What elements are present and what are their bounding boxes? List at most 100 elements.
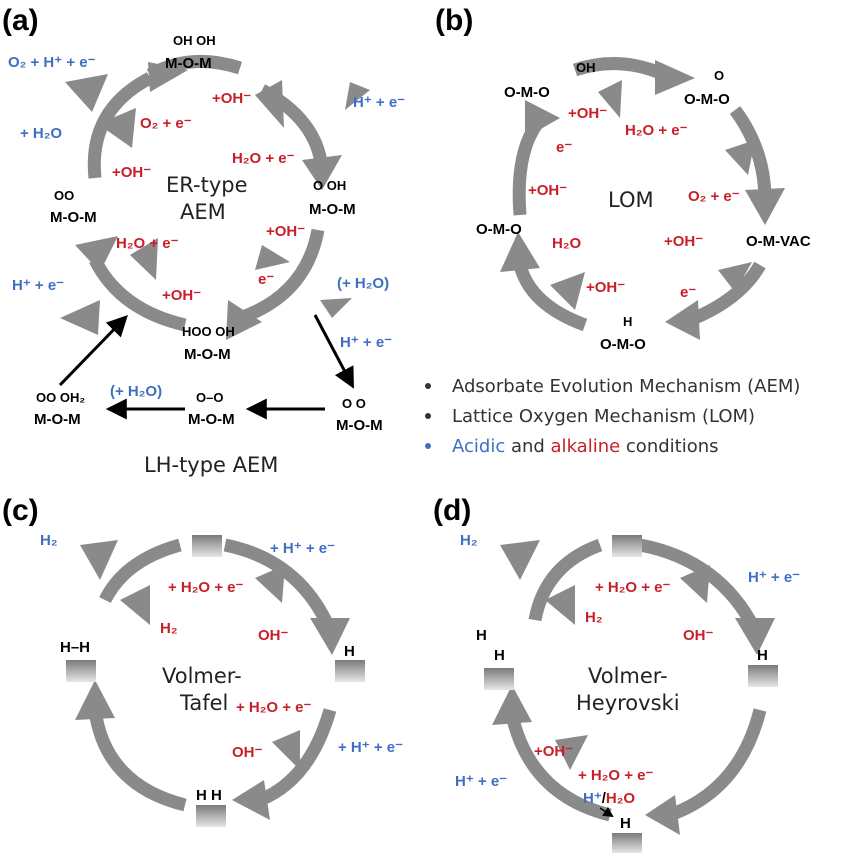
panel-a-left-species: M-O-M xyxy=(50,209,97,226)
panel-a-label-o2-e: O₂ + e⁻ xyxy=(140,115,192,132)
panel-a-label-oh-1: +OH⁻ xyxy=(112,164,151,181)
panel-b-right-top-species-o: O xyxy=(714,68,724,83)
legend-alkaline: alkaline xyxy=(551,436,621,457)
panel-a-lh-left-species: M-O-M xyxy=(34,411,81,428)
panel-d-h2o: H₂O xyxy=(606,790,635,807)
panel-b-label: (b) xyxy=(435,4,473,37)
panel-b-top-species: O-M-O xyxy=(504,84,550,101)
panel-a-label-plus-h2o: + H₂O xyxy=(20,125,62,142)
panel-c-center-line2: Tafel xyxy=(179,691,228,715)
panel-c-site-h-pair: H H xyxy=(196,787,222,804)
panel-a-arrowhead-h2o-e xyxy=(130,238,158,280)
panel-b-arrowhead-h2o-in xyxy=(550,272,585,310)
panel-a-label: (a) xyxy=(2,4,39,37)
panel-b-arrowhead-top xyxy=(655,60,695,95)
panel-a-top-species: M-O-M xyxy=(165,55,212,72)
panel-c-arrowhead-h2-out xyxy=(80,540,118,580)
panel-b-label-oh-2: +OH⁻ xyxy=(528,182,567,199)
panel-a-lh-left-species-top: OO OH₂ xyxy=(36,390,85,405)
panel-c-label-h2: H₂ xyxy=(160,620,178,637)
panel-b-right-top-species: O-M-O xyxy=(684,91,730,108)
panel-d-arrowhead-left xyxy=(492,685,532,725)
panel-a-bottom-species-top: HOO OH xyxy=(182,324,235,339)
panel-d-label-h2: H₂ xyxy=(585,609,603,626)
panel-b-arrowhead-upper-left xyxy=(525,100,560,138)
panel-a-arrowhead-h2o-paren xyxy=(320,298,352,318)
legend-bullet-2 xyxy=(425,413,431,419)
panel-d-arrowhead-h2-out xyxy=(500,540,540,580)
panel-d-arrowhead-bottom xyxy=(645,795,680,835)
legend-acidic: Acidic xyxy=(452,436,505,457)
panel-a-label-oh-top: +OH⁻ xyxy=(212,90,251,107)
panel-d-arrowhead-h2o-in xyxy=(555,735,588,770)
legend-item-conditions: Acidic and alkaline conditions xyxy=(452,436,719,457)
panel-b: (b) OH O-M-O O O-M-O O-M-VAC H O-M-O O-M… xyxy=(435,4,811,353)
legend-item-aem: Adsorbate Evolution Mechanism (AEM) xyxy=(452,376,800,397)
panel-d-arc-bottom-right xyxy=(667,708,767,822)
legend-bullet-1 xyxy=(425,383,431,389)
panel-a-arrowhead-right-top xyxy=(302,155,342,190)
panel-a-arrowhead-left-he xyxy=(75,236,118,272)
panel-c-label-h2-out: H₂ xyxy=(40,532,58,549)
panel-a-label-h-e-top: H⁺ + e⁻ xyxy=(353,94,405,111)
panel-c-site-right xyxy=(335,660,365,682)
panel-c-label: (c) xyxy=(2,494,39,527)
panel-b-arrowhead-left xyxy=(500,232,540,272)
panel-d-label-h-e-left: H⁺ + e⁻ xyxy=(455,773,507,790)
panel-d-label-h2-out: H₂ xyxy=(460,532,478,549)
panel-c-arrowhead-right xyxy=(310,618,350,655)
panel-d-arrowhead-oh xyxy=(680,565,710,603)
panel-a-top-species-oh: OH OH xyxy=(173,33,216,48)
panel-c-label-oh-1: OH⁻ xyxy=(258,627,289,644)
panel-a-arc-lower-right xyxy=(237,228,325,325)
panel-c-arrowhead-left xyxy=(75,680,115,720)
panel-d-label-h2o-e-2: + H₂O + e⁻ xyxy=(578,767,654,784)
panel-c-site-bottom xyxy=(196,805,226,827)
panel-d-arc-top-left xyxy=(528,538,603,622)
panel-d-label-h-plus-h2o: H⁺/H₂O xyxy=(583,790,635,807)
panel-c-label-h2o-e-2: + H₂O + e⁻ xyxy=(236,699,312,716)
legend-and: and xyxy=(505,436,550,457)
panel-d-site-right xyxy=(748,665,778,687)
panel-a-black-arrow-up xyxy=(58,314,128,387)
panel-a-black-arrow-right xyxy=(313,314,354,389)
panel-d-slash: / xyxy=(602,790,607,807)
panel-c-label-oh-2: OH⁻ xyxy=(232,744,263,761)
panel-a-arc-upper-left xyxy=(87,72,154,179)
panel-b-arrowhead-oh-in xyxy=(718,262,752,292)
panel-a-center-line1: ER-type xyxy=(166,173,248,197)
panel-c-arc-bottom-right xyxy=(257,708,337,807)
panel-b-label-o2-e: O₂ + e⁻ xyxy=(688,188,740,205)
panel-d-label-h-e-top: H⁺ + e⁻ xyxy=(748,569,800,586)
panel-a-lh-right-species: M-O-M xyxy=(336,417,383,434)
panel-c-site-hh: H–H xyxy=(60,639,90,656)
panel-a-right-species-top: O OH xyxy=(313,178,346,193)
panel-a-arrowhead-he-out xyxy=(345,82,370,110)
panel-a: (a) OH OH M-O-M O xyxy=(2,4,405,477)
panel-a-label-oh-left: +OH⁻ xyxy=(162,287,201,304)
legend-item-lom: Lattice Oxygen Mechanism (LOM) xyxy=(452,406,755,427)
panel-c-arc-top-right xyxy=(223,538,336,633)
panel-b-label-e-1: e⁻ xyxy=(556,139,572,156)
panel-b-arrowhead-o2-out xyxy=(725,140,755,175)
panel-a-center-line2: AEM xyxy=(180,200,226,224)
panel-d-site-h-tilt1: H xyxy=(476,627,487,644)
panel-c-site-h: H xyxy=(344,643,355,660)
panel-d-center-line1: Volmer- xyxy=(588,664,668,688)
panel-a-label-plus-h2o-paren-right: (+ H₂O) xyxy=(337,275,389,292)
panel-b-left-species: O-M-O xyxy=(476,221,522,238)
panel-d-label-oh-2: +OH⁻ xyxy=(534,743,573,760)
panel-b-bottom-species-h: H xyxy=(623,314,632,329)
panel-a-label-plus-h2o-paren-lh: (+ H₂O) xyxy=(110,383,162,400)
panel-d-arrowhead-right xyxy=(735,618,775,655)
panel-a-lh-right-species-top: O O xyxy=(342,396,366,411)
panel-d-label-oh-1: OH⁻ xyxy=(683,627,714,644)
panel-d-site-bottom xyxy=(612,833,642,853)
panel-b-bottom-species: O-M-O xyxy=(600,336,646,353)
panel-d-label-h2o-e-1: + H₂O + e⁻ xyxy=(595,579,671,596)
panel-c-label-h2o-e-1: + H₂O + e⁻ xyxy=(168,579,244,596)
panel-d-site-top xyxy=(612,535,642,557)
panel-a-arrowhead-bottom xyxy=(226,300,262,340)
panel-a-left-species-top: OO xyxy=(54,188,74,203)
panel-d-h-plus: H⁺ xyxy=(583,790,602,807)
